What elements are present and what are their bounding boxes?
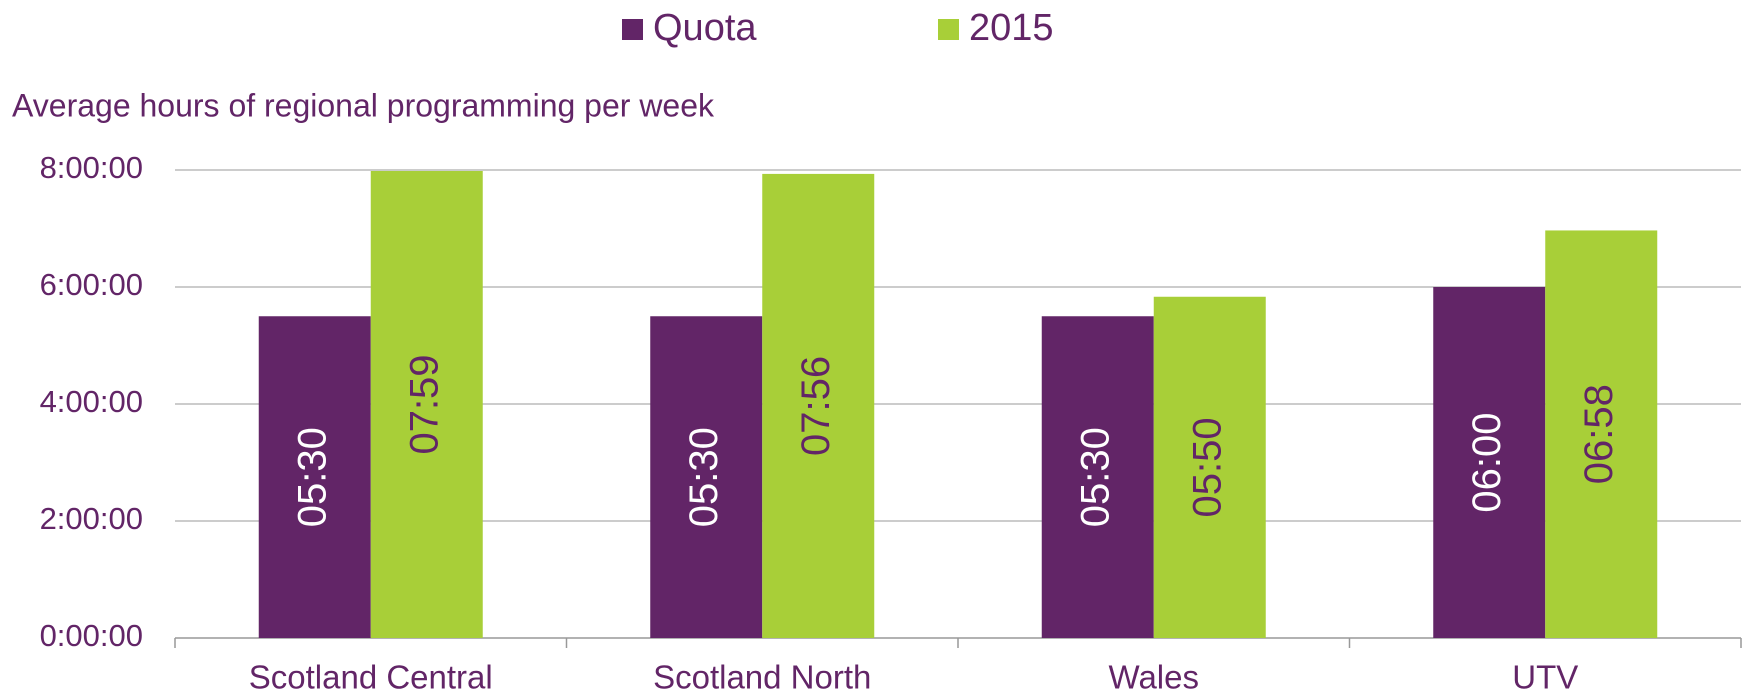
y-tick-label: 2:00:00 [40,501,143,536]
bar [650,316,763,638]
bar [1545,230,1658,638]
bar [370,170,483,639]
data-label: 05:30 [682,427,726,527]
y-tick-label: 6:00:00 [40,267,143,302]
bar [762,173,875,638]
y-tick-label: 0:00:00 [40,618,143,653]
bar [1153,296,1266,638]
legend-label: 2015 [969,7,1054,49]
x-tick-label: UTV [1512,659,1578,696]
data-label: 07:56 [794,356,838,456]
bar [1041,316,1154,638]
x-tick-label: Wales [1109,659,1199,696]
x-tick-label: Scotland Central [249,659,493,696]
data-label: 05:50 [1185,417,1229,517]
data-label: 05:30 [290,427,334,527]
chart-title: Average hours of regional programming pe… [12,87,715,123]
data-label: 06:58 [1577,384,1621,484]
y-tick-label: 4:00:00 [40,384,143,419]
data-label: 06:00 [1465,412,1509,512]
data-label: 05:30 [1073,427,1117,527]
bar [1433,287,1546,638]
legend-swatch [622,19,643,40]
x-tick-label: Scotland North [653,659,871,696]
y-tick-label: 8:00:00 [40,150,143,185]
legend-swatch [938,19,959,40]
legend-label: Quota [653,7,757,49]
data-label: 07:59 [402,354,446,454]
bar [258,316,371,638]
